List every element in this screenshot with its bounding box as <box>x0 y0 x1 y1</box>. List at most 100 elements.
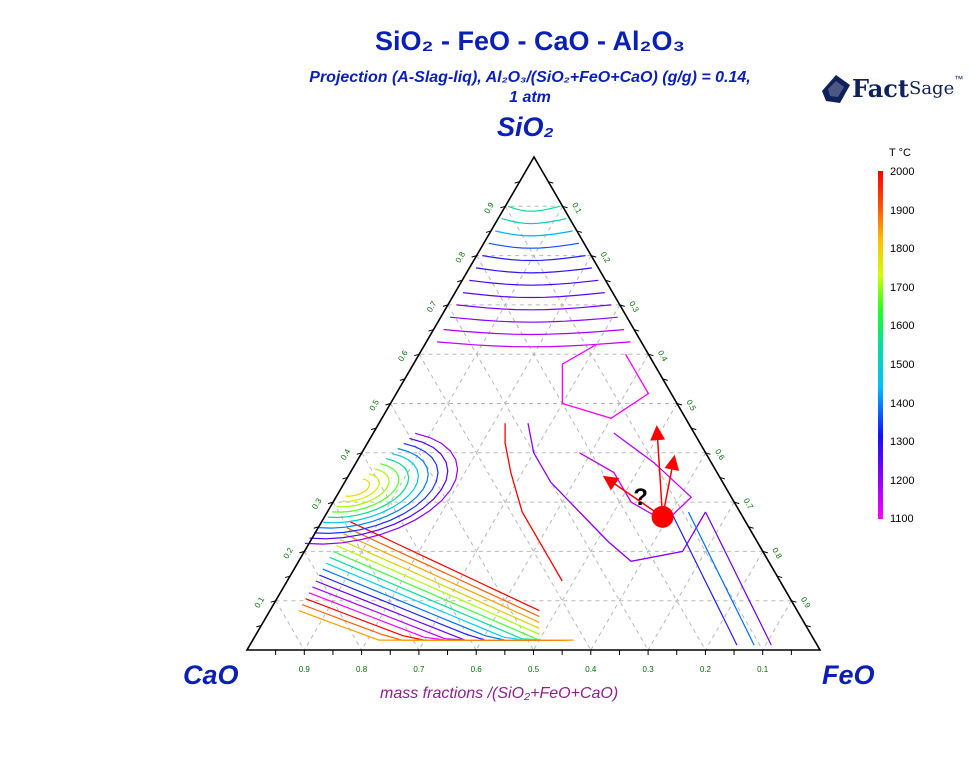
chart-title: SiO₂ - FeO - CaO - Al₂O₃ <box>375 26 685 56</box>
tick-label-bottom: 0.8 <box>356 665 368 674</box>
colorbar-label: 2000 <box>890 166 915 178</box>
edge-tick <box>399 378 405 381</box>
edge-tick <box>748 526 754 529</box>
grid-line-feo <box>704 551 764 651</box>
tick-label-bottom: 0.1 <box>757 665 769 674</box>
edge-tick <box>414 353 420 357</box>
edge-tick <box>299 550 305 554</box>
isotherm-curve <box>488 242 580 249</box>
edge-tick <box>385 403 391 406</box>
edge-tick <box>270 600 276 603</box>
grid-line-cao <box>418 353 592 651</box>
ternary-triangle <box>245 155 822 651</box>
grid-line-cao <box>361 452 477 651</box>
isotherm-curve <box>507 205 560 212</box>
edge-tick <box>791 600 797 603</box>
edge-tick <box>256 624 262 628</box>
isotherm-curve <box>327 458 410 519</box>
isotherm-curve <box>475 267 592 274</box>
grid-line-feo <box>303 206 564 651</box>
edge-tick <box>500 205 506 209</box>
apex-label-cao: CaO <box>183 660 239 690</box>
isotherm-curve <box>443 328 625 336</box>
edge-tick <box>734 501 740 505</box>
grid-line-feo <box>418 304 621 651</box>
colorbar-label: 1900 <box>890 204 915 217</box>
grid-line-cao <box>303 551 363 651</box>
factsage-logo-icon <box>822 75 850 103</box>
factsage-logo: Fact Sage ™ <box>820 68 963 108</box>
tick-label-right: 0.6 <box>713 447 727 462</box>
chart-subtitle: Projection (A-Slag-liq), Al₂O₃/(SiO₂+FeO… <box>309 69 751 86</box>
grid-line-cao <box>275 600 305 651</box>
tick-label-left: 0.1 <box>253 595 267 610</box>
tick-label-right: 0.4 <box>656 349 670 364</box>
grid-line-feo <box>590 452 707 651</box>
edge-tick <box>284 575 291 579</box>
edge-tick <box>705 452 711 455</box>
edge-tick <box>776 575 783 579</box>
question-mark-label: ? <box>633 484 648 511</box>
logo-tm: ™ <box>954 74 964 84</box>
grid-line-cao <box>447 304 649 651</box>
isotherm-curve <box>323 453 420 524</box>
apex-label-feo: FeO <box>822 660 875 690</box>
isotherm-curve <box>343 533 540 623</box>
tick-label-left: 0.4 <box>339 447 353 462</box>
tick-label-left: 0.3 <box>310 496 324 511</box>
tick-label-right: 0.7 <box>742 497 756 512</box>
isotherm-curve <box>314 442 439 535</box>
x-axis-label: mass fractions /(SiO₂+FeO+CaO) <box>380 685 619 702</box>
edge-tick <box>442 304 449 307</box>
isotherm-curve <box>495 230 573 237</box>
tick-label-bottom: 0.2 <box>700 665 712 674</box>
isotherm-curve <box>332 550 540 641</box>
isotherm-curve <box>336 468 390 508</box>
isotherm-curve <box>325 562 547 641</box>
tick-label-left: 0.2 <box>282 546 296 561</box>
edge-tick <box>805 624 811 628</box>
tick-label-left: 0.6 <box>396 348 410 363</box>
edge-tick <box>327 501 334 505</box>
isotherm-curve <box>336 544 540 635</box>
isotherm-curve <box>346 527 540 618</box>
isotherm-curve <box>704 511 772 646</box>
tick-label-right: 0.5 <box>684 398 698 413</box>
isotherm-curve <box>298 610 574 641</box>
edge-tick <box>576 230 583 233</box>
colorbar-label: 1300 <box>890 436 915 449</box>
isotherm-curve <box>437 341 631 348</box>
edge-tick <box>457 279 463 283</box>
edge-tick <box>691 427 697 431</box>
tick-label-left: 0.5 <box>368 398 382 413</box>
colorbar-label: 1400 <box>890 397 915 410</box>
isotherm-curve <box>469 279 599 286</box>
edge-tick <box>676 403 683 406</box>
isotherm-lines <box>298 205 772 646</box>
composition-markers: ? <box>602 425 680 528</box>
isotherm-curve <box>339 539 540 629</box>
isotherm-curve <box>504 423 563 582</box>
colorbar-label: 1200 <box>890 474 915 487</box>
isotherm-curve <box>527 423 707 562</box>
colorbar-label: 1500 <box>890 359 915 371</box>
isotherm-curve <box>456 304 612 311</box>
edge-tick <box>313 526 319 529</box>
tick-label-left: 0.9 <box>482 201 496 216</box>
edge-tick <box>356 452 362 455</box>
isotherm-curve <box>309 437 449 540</box>
tick-label-bottom: 0.7 <box>413 665 425 674</box>
edge-tick <box>619 304 625 307</box>
grid-line-feo <box>762 600 792 651</box>
chart-subtitle-pressure: 1 atm <box>509 89 551 106</box>
tick-label-right: 0.9 <box>799 595 813 610</box>
tick-label-bottom: 0.4 <box>585 665 597 674</box>
colorbar-label: 1100 <box>890 513 914 526</box>
edge-tick <box>762 550 768 554</box>
isotherm-curve <box>670 511 738 646</box>
isotherm-curve <box>449 316 618 323</box>
isotherm-curve <box>304 432 459 545</box>
colorbar-label: 1700 <box>890 281 915 294</box>
edge-tick <box>428 329 434 332</box>
